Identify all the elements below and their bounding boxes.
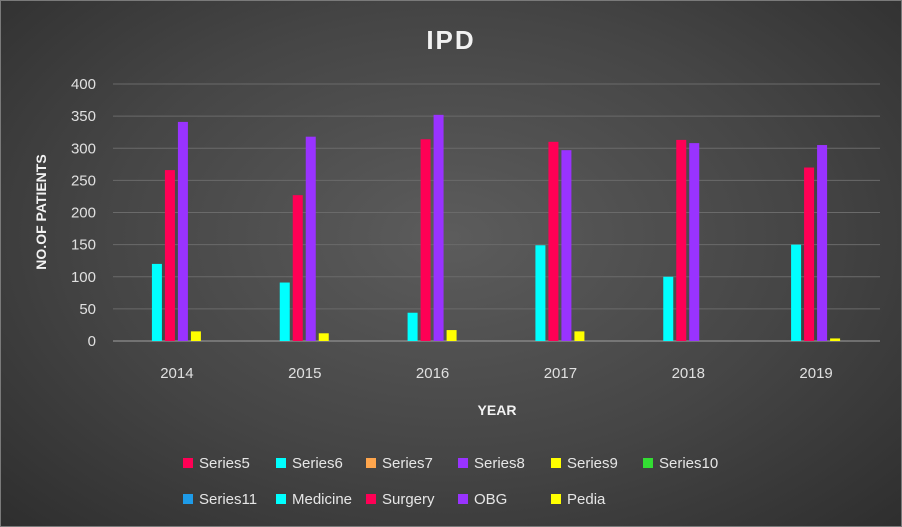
x-axis-title: YEAR xyxy=(478,402,517,418)
y-tick-label: 150 xyxy=(71,237,96,254)
bar-medicine-2014 xyxy=(151,263,162,341)
bar-medicine-2019 xyxy=(791,244,802,341)
chart-title: IPD xyxy=(426,25,475,55)
bar-obg-2015 xyxy=(305,136,316,341)
legend-item-series8: Series8 xyxy=(458,455,525,472)
bar-surgery-2014 xyxy=(164,170,175,341)
bar-medicine-2015 xyxy=(279,282,290,341)
legend-swatch xyxy=(643,458,653,468)
bar-obg-2019 xyxy=(817,145,828,341)
legend-swatch xyxy=(551,458,561,468)
legend-label: Series9 xyxy=(567,455,618,472)
legend-swatch xyxy=(183,458,193,468)
bar-medicine-2016 xyxy=(407,312,418,341)
legend-label: Series5 xyxy=(199,455,250,472)
bar-obg-2014 xyxy=(177,121,188,341)
y-tick-label: 0 xyxy=(88,333,96,350)
x-tick-label: 2019 xyxy=(799,365,832,382)
legend-item-series5: Series5 xyxy=(183,455,250,472)
bar-pedia-2016 xyxy=(446,330,457,341)
legend-label: Series11 xyxy=(199,491,257,508)
legend-item-series9: Series9 xyxy=(551,455,618,472)
legend-label: Series8 xyxy=(474,455,525,472)
x-tick-label: 2016 xyxy=(416,365,449,382)
y-tick-label: 50 xyxy=(79,301,96,318)
legend-item-obg: OBG xyxy=(458,491,507,508)
legend-item-pedia: Pedia xyxy=(551,491,606,508)
legend-item-series7: Series7 xyxy=(366,455,433,472)
legend-swatch xyxy=(183,494,193,504)
y-tick-label: 100 xyxy=(71,269,96,286)
bar-pedia-2019 xyxy=(830,338,841,341)
legend-swatch xyxy=(551,494,561,504)
y-tick-label: 400 xyxy=(71,76,96,93)
legend-swatch xyxy=(276,458,286,468)
legend-item-surgery: Surgery xyxy=(366,491,435,508)
legend-label: Series10 xyxy=(659,455,718,472)
y-tick-label: 350 xyxy=(71,108,96,125)
y-tick-label: 300 xyxy=(71,140,96,157)
bar-medicine-2018 xyxy=(663,276,674,341)
bar-surgery-2019 xyxy=(804,167,815,341)
legend-swatch xyxy=(366,494,376,504)
bar-surgery-2017 xyxy=(548,141,559,341)
bar-surgery-2018 xyxy=(676,139,687,341)
legend-label: Medicine xyxy=(292,491,352,508)
x-tick-label: 2014 xyxy=(160,365,193,382)
legend-label: Series6 xyxy=(292,455,343,472)
bar-pedia-2014 xyxy=(190,331,201,341)
legend-label: Surgery xyxy=(382,491,435,508)
bars xyxy=(151,114,841,341)
legend-swatch xyxy=(276,494,286,504)
y-tick-label: 250 xyxy=(71,172,96,189)
legend-swatch xyxy=(366,458,376,468)
y-axis-title: NO.OF PATIENTS xyxy=(33,154,49,269)
legend: Series5 Series6 Series7 Series8 Series9 Serie… xyxy=(183,455,718,508)
bar-obg-2017 xyxy=(561,150,572,341)
gridlines xyxy=(113,83,880,342)
x-axis-ticks: 2014 2015 2016 2017 2018 2019 xyxy=(160,365,833,382)
x-tick-label: 2018 xyxy=(672,365,705,382)
bar-obg-2018 xyxy=(689,143,700,341)
bar-medicine-2017 xyxy=(535,245,546,341)
legend-item-series11: Series11 xyxy=(183,491,257,508)
y-axis-ticks: 0 50 100 150 200 250 300 350 400 xyxy=(71,76,96,350)
legend-item-medicine: Medicine xyxy=(276,491,352,508)
x-tick-label: 2015 xyxy=(288,365,321,382)
y-tick-label: 200 xyxy=(71,205,96,222)
x-tick-label: 2017 xyxy=(544,365,577,382)
legend-swatch xyxy=(458,458,468,468)
legend-swatch xyxy=(458,494,468,504)
bar-pedia-2017 xyxy=(574,331,585,341)
legend-item-series6: Series6 xyxy=(276,455,343,472)
legend-label: OBG xyxy=(474,491,507,508)
bar-pedia-2015 xyxy=(318,333,329,341)
legend-item-series10: Series10 xyxy=(643,455,718,472)
bar-surgery-2015 xyxy=(292,195,303,341)
legend-label: Series7 xyxy=(382,455,433,472)
bar-obg-2016 xyxy=(433,114,444,341)
legend-label: Pedia xyxy=(567,491,606,508)
bar-surgery-2016 xyxy=(420,139,431,341)
